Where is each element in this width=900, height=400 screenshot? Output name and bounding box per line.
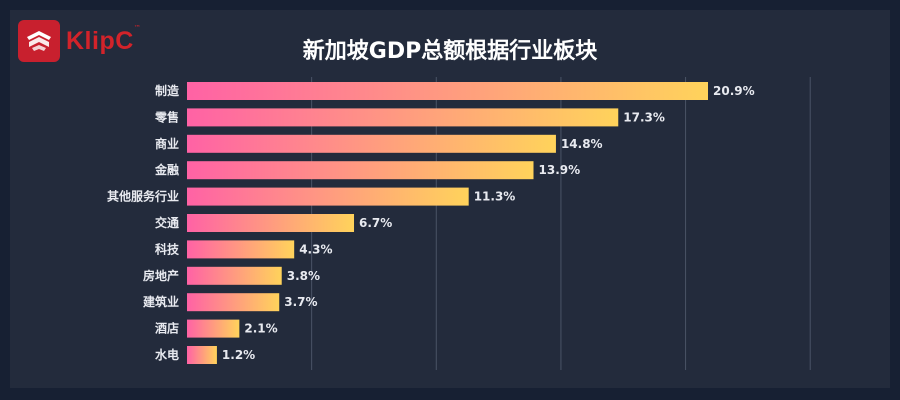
category-label: 商业 xyxy=(155,136,179,151)
bar xyxy=(187,293,280,312)
chart-title: 新加坡GDP总额根据行业板块 xyxy=(302,39,598,64)
value-label: 4.3% xyxy=(299,242,332,256)
category-label: 其他服务行业 xyxy=(107,189,179,204)
category-label: 零售 xyxy=(154,109,179,124)
category-label: 交通 xyxy=(155,215,179,230)
bar xyxy=(187,134,556,153)
trademark-symbol: ™ xyxy=(133,24,141,32)
category-label: 科技 xyxy=(155,241,180,256)
brand-name: KlipC xyxy=(66,26,134,55)
bar xyxy=(187,240,295,259)
value-label: 1.2% xyxy=(222,348,255,362)
value-label: 3.7% xyxy=(284,295,317,309)
category-label: 酒店 xyxy=(155,321,179,336)
value-label: 11.3% xyxy=(474,190,516,204)
value-label: 3.8% xyxy=(287,269,320,283)
bars: 制造 20.9% 零售 17.3% 商业 14.8% 金融 13.9% 其他服务行业 11.3% 交… xyxy=(107,82,755,364)
brand-logo: KlipC ™ xyxy=(18,20,141,62)
bar xyxy=(187,108,619,127)
value-label: 6.7% xyxy=(359,216,392,230)
category-label: 水电 xyxy=(155,347,179,362)
bar xyxy=(187,187,469,206)
category-label: 建筑业 xyxy=(142,294,179,309)
klipc-logo-icon xyxy=(18,20,60,62)
value-label: 20.9% xyxy=(713,84,755,98)
value-label: 14.8% xyxy=(561,137,603,151)
bar xyxy=(187,346,217,364)
value-label: 2.1% xyxy=(244,322,277,336)
bar xyxy=(187,266,282,285)
category-label: 房地产 xyxy=(143,268,179,283)
bar xyxy=(187,319,240,338)
bar xyxy=(187,82,708,100)
bar xyxy=(187,214,355,232)
category-label: 制造 xyxy=(155,83,180,98)
value-label: 13.9% xyxy=(539,163,581,177)
value-label: 17.3% xyxy=(623,110,665,124)
category-label: 金融 xyxy=(154,162,179,177)
bar xyxy=(187,161,534,180)
